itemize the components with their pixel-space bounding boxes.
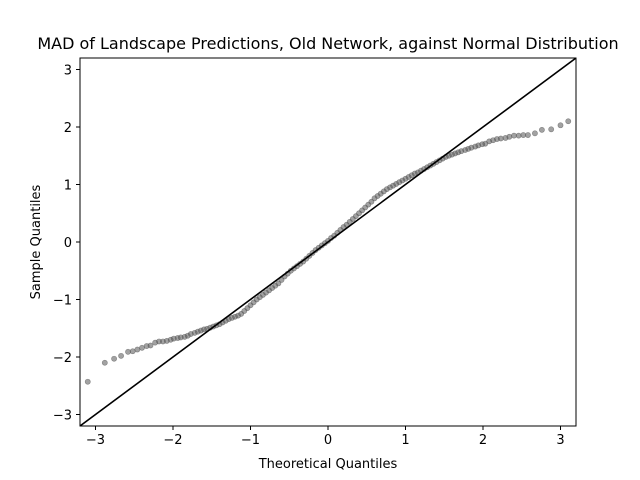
x-tick-label: 0: [324, 433, 332, 448]
x-axis-label: Theoretical Quantiles: [258, 457, 398, 472]
y-tick-label: −2: [53, 351, 72, 366]
x-tick-label: 2: [479, 433, 487, 448]
x-tick-label: 1: [401, 433, 409, 448]
y-tick-label: 3: [64, 64, 72, 79]
x-tick-label: −1: [241, 433, 260, 448]
data-point: [565, 118, 572, 125]
chart-title: MAD of Landscape Predictions, Old Networ…: [37, 34, 618, 53]
y-tick-label: 0: [64, 236, 72, 251]
y-axis-label: Sample Quantiles: [29, 184, 44, 299]
y-tick-label: −1: [53, 294, 72, 309]
y-tick-label: 2: [64, 121, 72, 136]
x-tick-label: 3: [556, 433, 564, 448]
data-point: [101, 359, 108, 366]
y-axis: −3 −2 −1 0 1 2 3: [53, 64, 80, 424]
data-point: [111, 355, 117, 362]
data-point: [525, 132, 531, 138]
data-point: [118, 352, 124, 359]
y-tick-label: −3: [53, 409, 72, 424]
y-tick-label: 1: [64, 179, 72, 194]
data-point: [548, 126, 555, 133]
x-tick-label: −2: [163, 433, 182, 448]
data-point: [557, 122, 564, 129]
reference-line: [80, 58, 576, 426]
x-tick-label: −3: [86, 433, 105, 448]
data-point: [147, 342, 154, 349]
data-point: [84, 378, 91, 385]
data-point: [506, 133, 513, 140]
x-axis: −3 −2 −1 0 1 2 3: [86, 426, 565, 448]
data-point: [539, 126, 545, 133]
data-point: [532, 130, 538, 137]
